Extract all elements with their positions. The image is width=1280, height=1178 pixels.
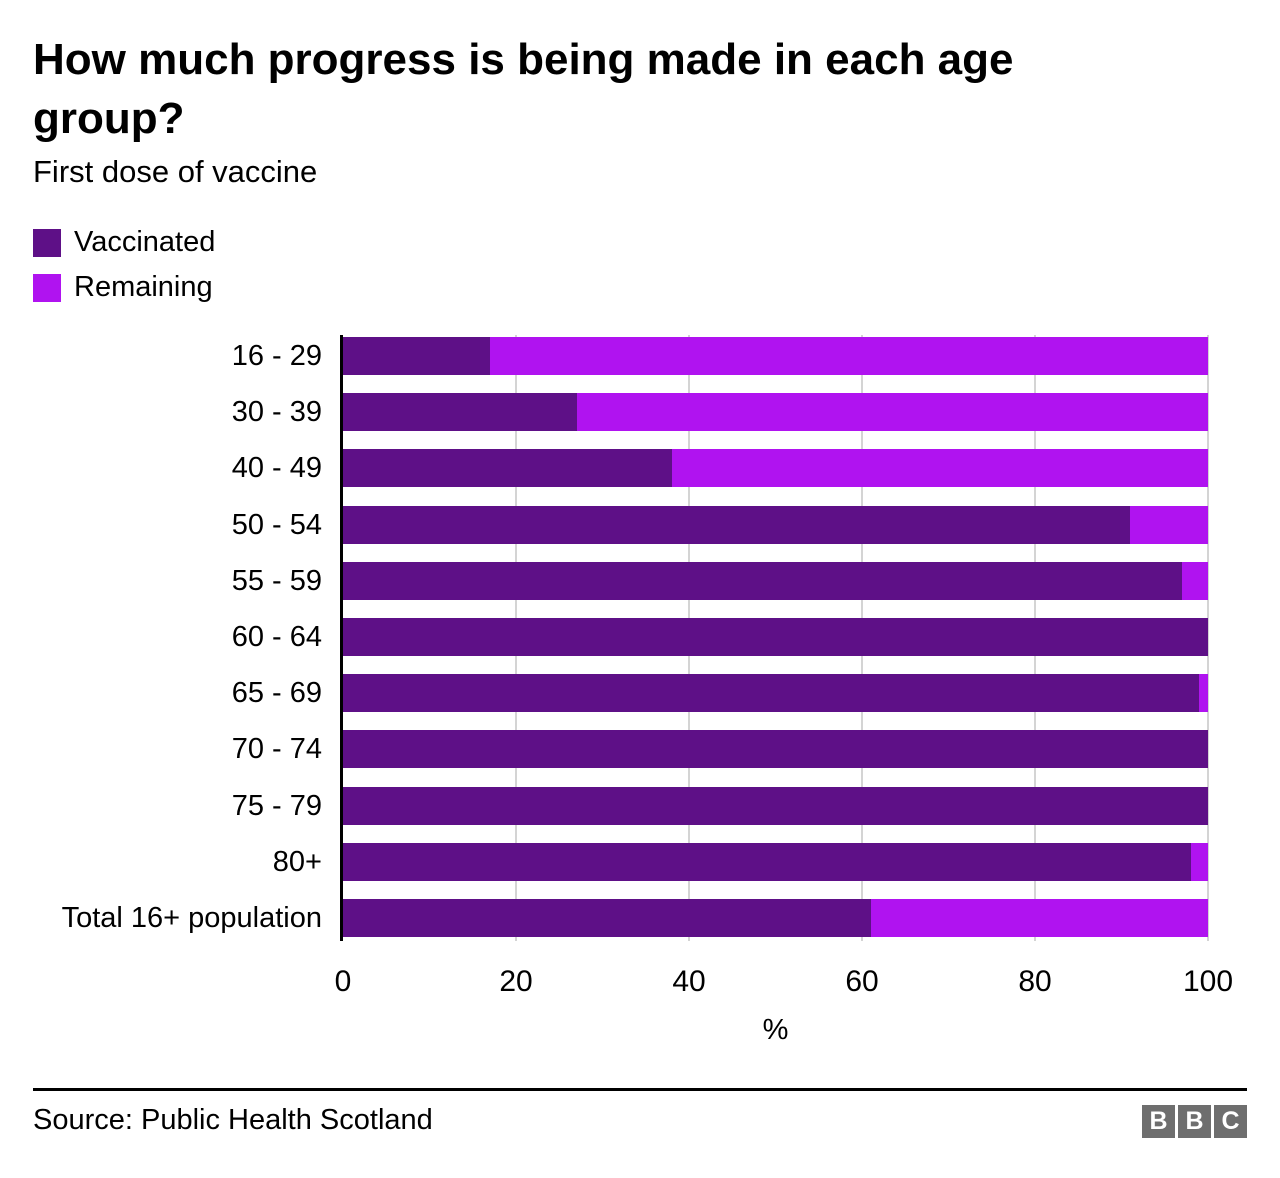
remaining-bar-segment	[870, 898, 1208, 937]
y-axis-line	[340, 335, 343, 941]
bar-track	[343, 730, 1208, 769]
category-label: Total 16+ population	[61, 901, 322, 934]
category-label: 16 - 29	[231, 340, 322, 372]
x-axis-label: %	[762, 1014, 789, 1046]
vaccinated-bar-segment	[343, 786, 1208, 825]
bar-track	[343, 449, 1208, 488]
bar-row: 16 - 29	[0, 337, 1280, 375]
bar-row: 65 - 69	[0, 674, 1280, 713]
page-title: How much progress is being made in each …	[33, 35, 1014, 143]
legend: Vaccinated Remaining	[33, 228, 215, 302]
chart-subtitle: First dose of vaccine	[33, 154, 318, 189]
x-tick-label: 80	[1018, 965, 1052, 998]
bar-row: 30 - 39	[0, 393, 1280, 432]
vaccinated-bar-segment	[343, 337, 491, 375]
category-label: 30 - 39	[231, 396, 322, 429]
bbc-logo-letter: B	[1178, 1105, 1211, 1138]
category-label: 55 - 59	[231, 564, 322, 597]
x-tick-label: 0	[334, 965, 352, 998]
bar-row: 60 - 64	[0, 617, 1280, 656]
bar-track	[343, 393, 1208, 432]
bar-track	[343, 842, 1208, 881]
footer-divider	[33, 1088, 1247, 1091]
x-tick-label: 40	[672, 965, 706, 998]
bar-track	[343, 898, 1208, 937]
x-tick-label: 100	[1182, 965, 1234, 998]
remaining-bar-segment	[1190, 842, 1208, 881]
x-tick-label: 20	[499, 965, 533, 998]
vaccinated-bar-segment	[343, 393, 577, 432]
remaining-bar-segment	[671, 449, 1208, 488]
bbc-logo-letter: C	[1214, 1105, 1247, 1138]
bar-track	[343, 617, 1208, 656]
remaining-bar-segment	[1182, 561, 1208, 600]
bar-row: 75 - 79	[0, 786, 1280, 825]
bar-row: Total 16+ population	[0, 898, 1280, 937]
bar-track	[343, 561, 1208, 600]
remaining-bar-segment	[1199, 674, 1208, 713]
bar-row: 80+	[0, 842, 1280, 881]
legend-label: Remaining	[74, 271, 213, 303]
vaccinated-bar-segment	[343, 730, 1208, 769]
x-axis-ticks: 0 20 40 60 80 100	[335, 965, 1233, 999]
bbc-logo-letter: B	[1142, 1105, 1175, 1138]
gridline	[1207, 335, 1209, 941]
remaining-bar-segment	[490, 337, 1208, 375]
remaining-bar-segment	[576, 393, 1208, 432]
vaccinated-bar-segment	[343, 674, 1200, 713]
bar-track	[343, 505, 1208, 544]
legend-item: Remaining	[33, 273, 215, 302]
bar-track	[343, 337, 1208, 375]
bar-row: 70 - 74	[0, 730, 1280, 769]
vaccinated-bar-segment	[343, 842, 1191, 881]
bar-row: 50 - 54	[0, 505, 1280, 544]
category-label: 40 - 49	[231, 452, 322, 485]
bar-rows: 16 - 29 30 - 39 40 - 49 50 - 54 55 - 59 60 - …	[0, 337, 1280, 937]
category-label: 80+	[272, 845, 322, 878]
remaining-bar-segment	[1130, 505, 1208, 544]
vaccinated-bar-segment	[343, 617, 1208, 656]
bar-track	[343, 786, 1208, 825]
vaccinated-bar-segment	[343, 449, 672, 488]
bar-row: 55 - 59	[0, 561, 1280, 600]
vaccinated-bar-segment	[343, 561, 1183, 600]
source-text: Source: Public Health Scotland	[33, 1104, 433, 1136]
bar-row: 40 - 49	[0, 449, 1280, 488]
legend-label: Vaccinated	[74, 226, 216, 258]
legend-swatch-icon	[33, 228, 61, 257]
legend-swatch-icon	[33, 273, 61, 302]
x-tick-label: 60	[845, 965, 879, 998]
bar-track	[343, 674, 1208, 713]
vaccinated-bar-segment	[343, 505, 1131, 544]
legend-item: Vaccinated	[33, 228, 215, 257]
category-label: 70 - 74	[231, 733, 322, 766]
category-label: 50 - 54	[231, 508, 322, 541]
category-label: 75 - 79	[231, 789, 322, 822]
category-label: 60 - 64	[231, 620, 322, 653]
category-label: 65 - 69	[231, 677, 322, 710]
vaccinated-bar-segment	[343, 898, 871, 937]
